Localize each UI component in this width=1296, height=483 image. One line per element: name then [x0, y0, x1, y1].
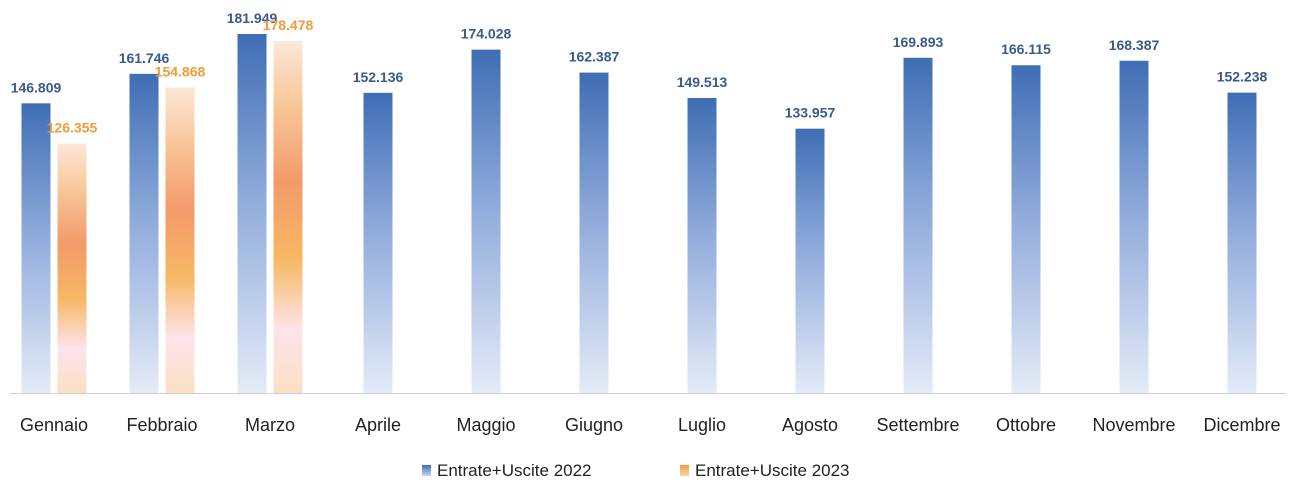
legend-label-2023: Entrate+Uscite 2023 — [695, 461, 850, 480]
data-label-2022-settembre: 169.893 — [893, 34, 944, 50]
bar-2022-ottobre — [1011, 65, 1041, 393]
bar-2023-gennaio — [57, 143, 87, 393]
bar-2022-maggio — [471, 49, 501, 393]
data-label-2023-marzo: 178.478 — [263, 17, 314, 33]
bar-2022-aprile — [363, 92, 393, 393]
bar-2022-settembre — [903, 57, 933, 394]
data-label-2022-gennaio: 146.809 — [11, 79, 62, 95]
legend-swatch-2022 — [422, 465, 431, 476]
bar-2022-gennaio — [21, 103, 51, 393]
x-tick-label-dicembre: Dicembre — [1203, 415, 1280, 435]
data-label-2022-febbraio: 161.746 — [119, 50, 170, 66]
bar-2022-dicembre — [1227, 92, 1257, 393]
data-label-2022-ottobre: 166.115 — [1001, 41, 1051, 57]
bar-2022-giugno — [579, 72, 609, 393]
bar-2022-luglio — [687, 97, 717, 393]
data-label-2023-gennaio: 126.355 — [47, 120, 98, 136]
legend: Entrate+Uscite 2022 Entrate+Uscite 2023 — [422, 461, 850, 480]
bars-layer — [21, 34, 1257, 394]
data-label-2022-giugno: 162.387 — [569, 49, 620, 65]
bar-2022-febbraio — [129, 73, 159, 393]
x-tick-label-aprile: Aprile — [355, 415, 401, 435]
x-tick-label-febbraio: Febbraio — [126, 415, 197, 435]
x-tick-labels: Gennaio Febbraio Marzo Aprile Maggio Giugno Lu… — [20, 415, 1281, 435]
x-tick-label-maggio: Maggio — [456, 415, 515, 435]
x-tick-label-agosto: Agosto — [782, 415, 838, 435]
bar-2022-agosto — [795, 128, 825, 393]
bar-2023-febbraio — [165, 87, 195, 394]
legend-label-2022: Entrate+Uscite 2022 — [437, 461, 592, 480]
x-tick-label-gennaio: Gennaio — [20, 415, 88, 435]
data-label-2022-maggio: 174.028 — [461, 26, 512, 42]
x-tick-label-luglio: Luglio — [678, 415, 726, 435]
bar-2023-marzo — [273, 40, 303, 393]
x-tick-label-ottobre: Ottobre — [996, 415, 1056, 435]
data-label-2022-marzo: 181.949 — [227, 10, 278, 26]
data-label-2022-agosto: 133.957 — [785, 105, 836, 121]
x-tick-label-giugno: Giugno — [565, 415, 623, 435]
bar-2022-novembre — [1119, 60, 1149, 394]
x-tick-label-marzo: Marzo — [245, 415, 295, 435]
x-tick-label-settembre: Settembre — [876, 415, 959, 435]
data-label-2022-dicembre: 152.238 — [1217, 69, 1268, 85]
legend-swatch-2023 — [680, 465, 689, 476]
x-tick-label-novembre: Novembre — [1092, 415, 1175, 435]
data-label-2022-novembre: 168.387 — [1109, 37, 1160, 53]
data-label-2023-febbraio: 154.868 — [155, 63, 206, 79]
data-label-2022-aprile: 152.136 — [353, 69, 404, 85]
data-label-2022-luglio: 149.513 — [677, 74, 728, 90]
bar-2022-marzo — [237, 34, 267, 393]
